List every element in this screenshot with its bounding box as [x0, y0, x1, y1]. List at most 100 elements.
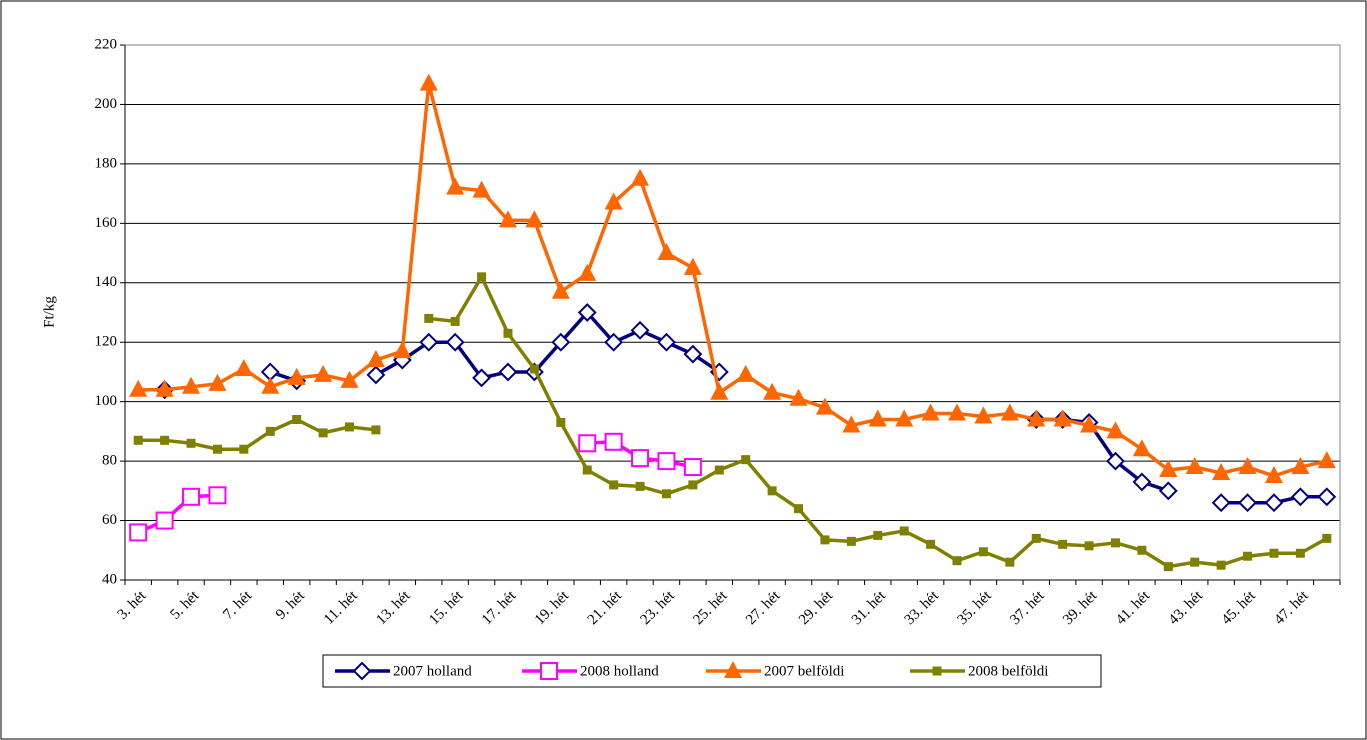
- marker: [657, 332, 676, 352]
- marker: [540, 662, 558, 680]
- marker: [1163, 562, 1173, 572]
- marker: [1216, 560, 1226, 570]
- marker: [604, 432, 623, 451]
- y-tick-label: 100: [95, 393, 118, 409]
- marker: [631, 168, 650, 186]
- marker: [1243, 551, 1253, 561]
- marker: [503, 328, 513, 338]
- marker: [926, 539, 936, 549]
- marker: [631, 449, 650, 468]
- marker: [974, 406, 993, 424]
- marker: [1027, 409, 1046, 427]
- marker: [635, 481, 645, 491]
- marker: [604, 332, 624, 352]
- marker: [1137, 545, 1147, 555]
- marker: [1110, 538, 1120, 548]
- marker: [978, 547, 988, 557]
- marker: [1212, 463, 1231, 480]
- marker: [345, 422, 355, 432]
- marker: [952, 556, 962, 566]
- marker: [477, 272, 487, 282]
- y-tick-label: 220: [95, 36, 118, 52]
- marker: [1106, 421, 1125, 439]
- marker: [1264, 493, 1284, 513]
- marker: [604, 192, 623, 210]
- marker: [842, 415, 861, 433]
- marker: [129, 523, 148, 542]
- marker: [525, 210, 544, 228]
- marker: [1238, 457, 1257, 475]
- series-line: [269, 310, 1327, 505]
- marker: [820, 535, 830, 545]
- marker: [1053, 409, 1072, 427]
- marker: [657, 452, 676, 471]
- marker: [446, 177, 465, 195]
- marker: [1291, 457, 1310, 475]
- marker: [577, 303, 597, 322]
- marker: [899, 526, 909, 536]
- marker: [1269, 548, 1279, 558]
- marker: [868, 409, 887, 427]
- marker: [688, 480, 698, 490]
- marker: [182, 487, 201, 506]
- marker: [815, 397, 834, 415]
- marker: [352, 661, 372, 681]
- y-tick-label: 200: [95, 96, 118, 112]
- marker: [287, 367, 306, 385]
- marker: [155, 379, 174, 397]
- marker: [551, 332, 571, 352]
- marker: [234, 358, 253, 376]
- marker: [182, 376, 201, 394]
- legend-label: 2008 holland: [580, 663, 659, 679]
- marker: [292, 415, 302, 424]
- marker: [714, 465, 724, 475]
- marker: [1031, 533, 1041, 543]
- legend-label: 2008 belföldi: [968, 663, 1048, 679]
- marker: [763, 382, 782, 400]
- y-tick-label: 140: [95, 274, 118, 290]
- marker: [630, 320, 650, 340]
- marker: [1000, 403, 1019, 421]
- marker: [472, 180, 491, 198]
- marker: [582, 465, 592, 475]
- marker: [318, 428, 328, 438]
- marker: [741, 455, 751, 465]
- marker: [155, 511, 174, 530]
- marker: [948, 403, 967, 421]
- marker: [498, 362, 518, 382]
- marker: [265, 426, 275, 436]
- marker: [208, 486, 227, 505]
- legend-label: 2007 holland: [393, 663, 472, 679]
- marker: [1080, 415, 1099, 433]
- marker: [472, 368, 491, 388]
- marker: [239, 444, 249, 454]
- marker: [724, 661, 742, 678]
- marker: [1132, 472, 1152, 492]
- y-tick-label: 80: [102, 453, 117, 469]
- marker: [371, 425, 381, 435]
- marker: [340, 370, 359, 388]
- marker: [683, 458, 702, 477]
- marker: [133, 435, 143, 445]
- marker: [445, 332, 465, 352]
- y-tick-label: 160: [95, 215, 118, 231]
- marker: [683, 257, 702, 275]
- marker: [551, 281, 570, 299]
- marker: [661, 489, 671, 499]
- y-tick-label: 180: [95, 155, 118, 171]
- marker: [657, 243, 676, 261]
- marker: [895, 409, 914, 427]
- marker: [1322, 533, 1332, 543]
- marker: [1185, 457, 1204, 475]
- legend-label: 2007 belföldi: [764, 663, 844, 679]
- marker: [186, 438, 196, 448]
- marker: [1238, 493, 1257, 513]
- marker: [556, 417, 566, 427]
- marker: [419, 332, 439, 352]
- marker: [1211, 493, 1231, 513]
- marker: [1317, 487, 1337, 507]
- marker: [1005, 557, 1015, 567]
- marker: [578, 263, 597, 281]
